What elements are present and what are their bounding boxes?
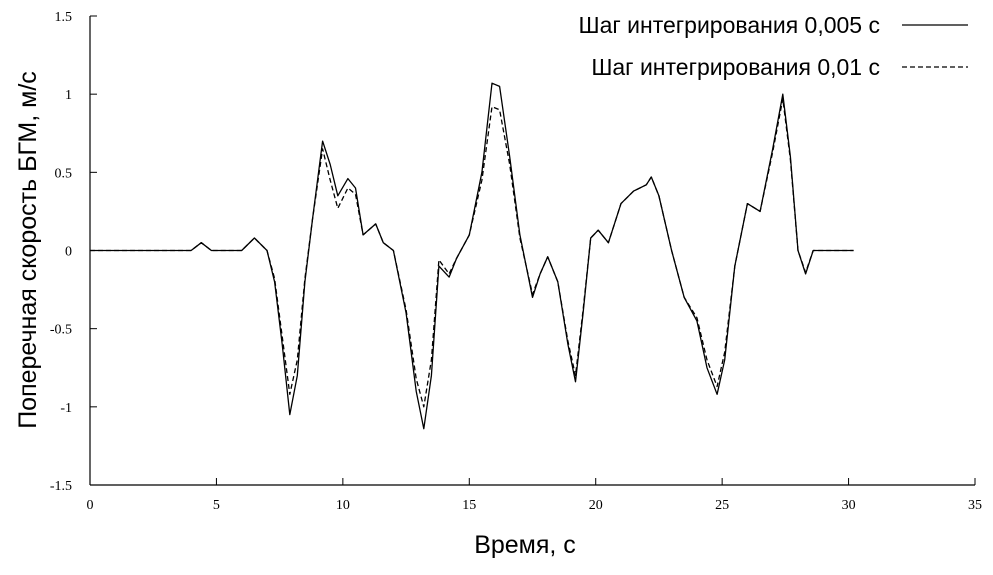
x-tick-label: 20 xyxy=(589,498,603,513)
y-tick-label: 0.5 xyxy=(55,166,73,181)
x-tick-label: 15 xyxy=(462,498,476,513)
y-tick-label: 0 xyxy=(65,245,72,260)
x-tick-label: 10 xyxy=(336,498,350,513)
series-line xyxy=(90,98,854,408)
y-tick-label: -1.5 xyxy=(50,479,72,494)
y-tick-label: -1 xyxy=(60,401,72,416)
x-axis-label: Время, с xyxy=(474,531,576,559)
x-tick-label: 30 xyxy=(842,498,856,513)
y-tick-label: -0.5 xyxy=(50,323,72,338)
y-tick-label: 1.5 xyxy=(55,10,73,25)
series-line xyxy=(90,82,854,430)
y-axis-label: Поперечная скорость БГМ, м/с xyxy=(14,71,42,429)
x-tick-label: 5 xyxy=(213,498,220,513)
legend-label: Шаг интегрирования 0,01 с xyxy=(591,54,880,80)
legend-label: Шаг интегрирования 0,005 с xyxy=(579,12,880,38)
x-tick-label: 35 xyxy=(968,498,982,513)
x-tick-label: 25 xyxy=(715,498,729,513)
y-tick-label: 1 xyxy=(65,88,72,103)
x-tick-label: 0 xyxy=(87,498,94,513)
